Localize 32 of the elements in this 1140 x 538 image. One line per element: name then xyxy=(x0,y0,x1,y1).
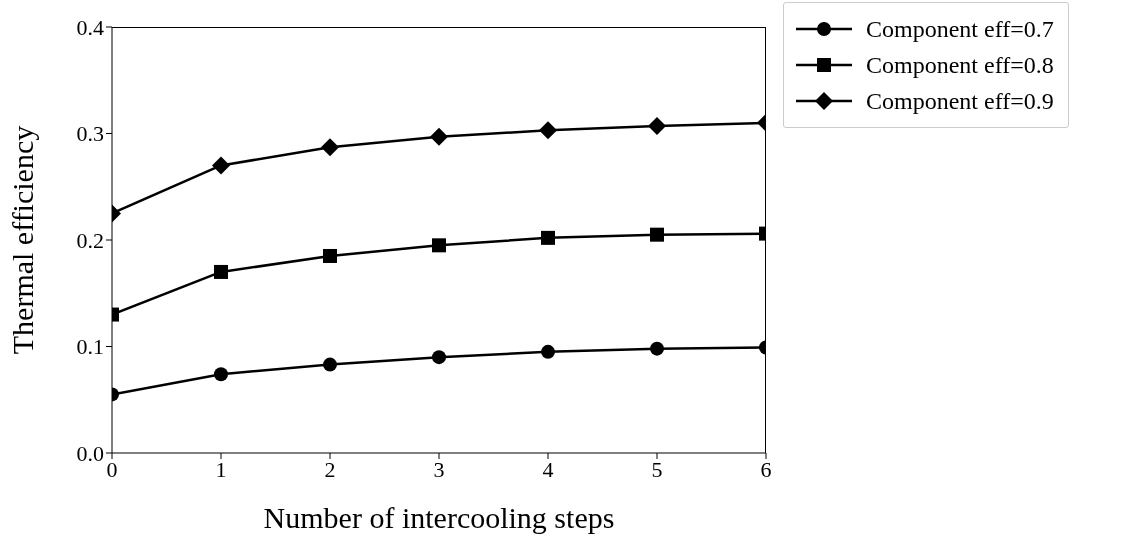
point xyxy=(323,248,337,263)
x-tick-label: 5 xyxy=(651,456,663,482)
legend-label: Component eff=0.8 xyxy=(866,51,1054,79)
x-tick-label: 6 xyxy=(760,456,772,482)
point xyxy=(212,156,230,175)
point xyxy=(323,357,337,372)
point xyxy=(432,238,446,253)
x-axis-title: Number of intercooling steps xyxy=(263,501,615,534)
x-tick-label: 1 xyxy=(215,456,227,482)
point xyxy=(541,230,555,245)
point xyxy=(541,344,555,359)
x-tick-label: 3 xyxy=(433,456,445,482)
x-tick-label: 0 xyxy=(106,456,118,482)
x-tick-label: 4 xyxy=(542,456,554,482)
y-tick-label: 0.1 xyxy=(76,334,104,360)
point xyxy=(430,127,448,146)
point xyxy=(432,350,446,365)
y-axis-title: Thermal efficiency xyxy=(5,125,39,355)
y-tick-label: 0.0 xyxy=(76,440,104,466)
legend-label: Component eff=0.9 xyxy=(866,87,1054,115)
legend-label: Component eff=0.7 xyxy=(866,15,1054,43)
y-tick-label: 0.2 xyxy=(76,227,104,253)
y-tick-label: 0.3 xyxy=(76,121,104,147)
x-tick-label: 2 xyxy=(324,456,336,482)
point xyxy=(321,138,339,157)
point xyxy=(648,117,666,136)
point xyxy=(539,121,557,140)
point xyxy=(650,341,664,356)
point xyxy=(214,367,228,382)
point xyxy=(214,264,228,279)
y-tick-label: 0.4 xyxy=(76,14,104,40)
point xyxy=(650,227,664,242)
